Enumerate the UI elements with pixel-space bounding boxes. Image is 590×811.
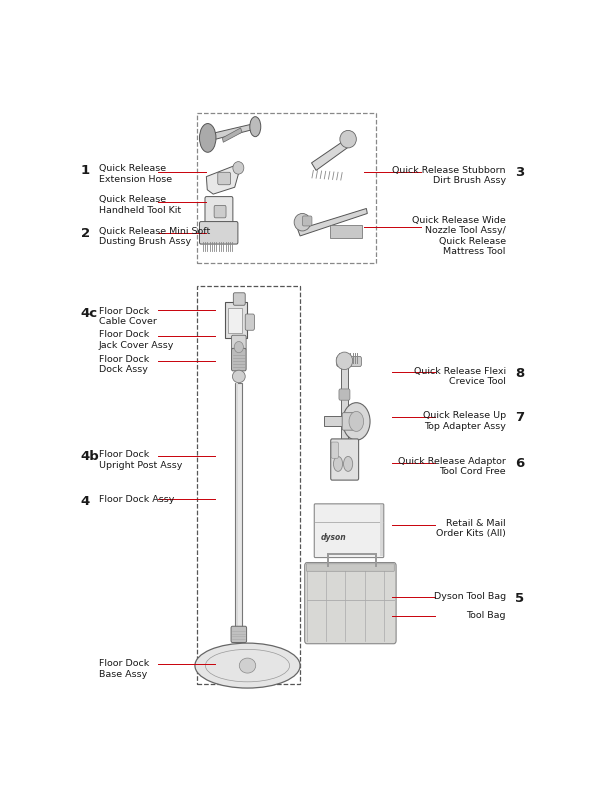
FancyBboxPatch shape bbox=[218, 172, 231, 185]
FancyBboxPatch shape bbox=[304, 563, 396, 644]
Ellipse shape bbox=[294, 213, 310, 231]
FancyBboxPatch shape bbox=[302, 216, 312, 226]
Text: Retail & Mail
Order Kits (All): Retail & Mail Order Kits (All) bbox=[436, 519, 506, 539]
Polygon shape bbox=[312, 138, 355, 170]
FancyBboxPatch shape bbox=[233, 293, 245, 305]
Text: Tool Bag: Tool Bag bbox=[466, 611, 506, 620]
FancyBboxPatch shape bbox=[337, 357, 361, 367]
Bar bbox=[197, 113, 376, 263]
Text: Quick Release Flexi
Crevice Tool: Quick Release Flexi Crevice Tool bbox=[414, 367, 506, 387]
Text: Quick Release Stubborn
Dirt Brush Assy: Quick Release Stubborn Dirt Brush Assy bbox=[392, 166, 506, 186]
Text: 5: 5 bbox=[515, 592, 524, 605]
Text: 3: 3 bbox=[515, 166, 524, 179]
Text: Quick Release
Extension Hose: Quick Release Extension Hose bbox=[99, 164, 172, 183]
Text: Floor Dock
Cable Cover: Floor Dock Cable Cover bbox=[99, 307, 157, 326]
Bar bbox=[236, 383, 238, 631]
Text: 4: 4 bbox=[81, 495, 90, 508]
Bar bbox=[324, 416, 345, 426]
Bar bbox=[341, 363, 348, 444]
Ellipse shape bbox=[232, 370, 245, 383]
Ellipse shape bbox=[240, 658, 255, 673]
Text: 8: 8 bbox=[515, 367, 524, 380]
FancyBboxPatch shape bbox=[214, 205, 226, 218]
FancyBboxPatch shape bbox=[231, 626, 247, 642]
FancyBboxPatch shape bbox=[331, 439, 359, 480]
Bar bbox=[197, 286, 300, 684]
Text: Floor Dock
Upright Post Assy: Floor Dock Upright Post Assy bbox=[99, 450, 182, 470]
Text: Quick Release Up
Top Adapter Assy: Quick Release Up Top Adapter Assy bbox=[422, 411, 506, 431]
Ellipse shape bbox=[234, 341, 244, 353]
Text: 2: 2 bbox=[81, 226, 90, 239]
Polygon shape bbox=[206, 164, 240, 194]
Ellipse shape bbox=[233, 161, 244, 174]
Text: 6: 6 bbox=[515, 457, 524, 470]
Ellipse shape bbox=[340, 131, 356, 148]
Bar bbox=[380, 505, 383, 556]
Text: Quick Release Mini Soft
Dusting Brush Assy: Quick Release Mini Soft Dusting Brush As… bbox=[99, 226, 210, 246]
Bar bbox=[228, 308, 242, 333]
Polygon shape bbox=[222, 128, 242, 142]
Ellipse shape bbox=[343, 457, 353, 471]
Text: Dyson Tool Bag: Dyson Tool Bag bbox=[434, 592, 506, 601]
Bar bbox=[235, 383, 242, 631]
Text: 7: 7 bbox=[515, 411, 524, 424]
FancyBboxPatch shape bbox=[231, 335, 246, 350]
FancyBboxPatch shape bbox=[199, 221, 238, 244]
Ellipse shape bbox=[195, 643, 300, 688]
FancyBboxPatch shape bbox=[306, 564, 394, 571]
Text: Floor Dock
Dock Assy: Floor Dock Dock Assy bbox=[99, 354, 149, 374]
Bar bbox=[225, 302, 247, 337]
FancyBboxPatch shape bbox=[339, 389, 350, 400]
Polygon shape bbox=[206, 123, 257, 141]
Text: Quick Release
Handheld Tool Kit: Quick Release Handheld Tool Kit bbox=[99, 195, 181, 215]
Text: Floor Dock
Base Assy: Floor Dock Base Assy bbox=[99, 659, 149, 679]
Ellipse shape bbox=[349, 411, 363, 431]
Text: 1: 1 bbox=[81, 164, 90, 177]
FancyBboxPatch shape bbox=[245, 314, 254, 330]
Ellipse shape bbox=[343, 403, 370, 440]
Text: dyson: dyson bbox=[321, 533, 346, 543]
Ellipse shape bbox=[199, 123, 216, 152]
Ellipse shape bbox=[336, 352, 353, 370]
Ellipse shape bbox=[333, 457, 343, 471]
Text: Floor Dock
Jack Cover Assy: Floor Dock Jack Cover Assy bbox=[99, 330, 174, 350]
FancyBboxPatch shape bbox=[331, 442, 339, 458]
Text: Quick Release Wide
Nozzle Tool Assy/
Quick Release
Mattress Tool: Quick Release Wide Nozzle Tool Assy/ Qui… bbox=[412, 216, 506, 256]
Polygon shape bbox=[298, 208, 368, 236]
Ellipse shape bbox=[250, 117, 261, 137]
FancyBboxPatch shape bbox=[231, 349, 246, 371]
FancyBboxPatch shape bbox=[314, 504, 384, 557]
FancyBboxPatch shape bbox=[342, 413, 354, 430]
Text: 4b: 4b bbox=[81, 450, 99, 463]
Text: 4c: 4c bbox=[81, 307, 98, 320]
FancyBboxPatch shape bbox=[205, 196, 233, 224]
Bar bbox=[330, 225, 362, 238]
Text: Floor Dock Assy: Floor Dock Assy bbox=[99, 495, 174, 504]
Text: Quick Release Adaptor
Tool Cord Free: Quick Release Adaptor Tool Cord Free bbox=[398, 457, 506, 476]
